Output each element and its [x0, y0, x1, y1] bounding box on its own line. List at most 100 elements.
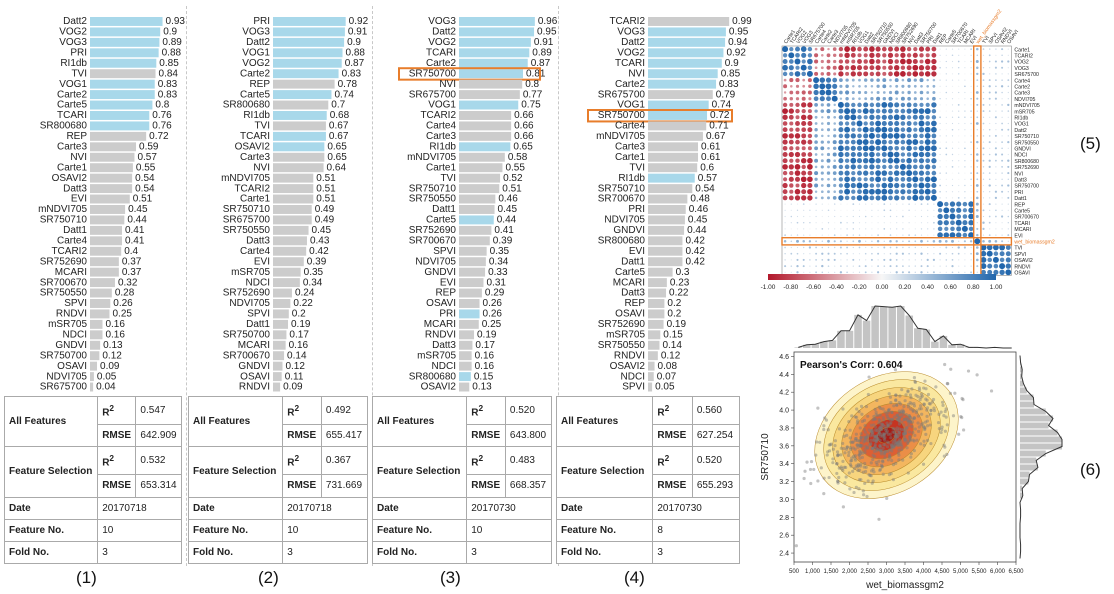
corr-cell [1001, 209, 1003, 211]
scatter-point [907, 419, 911, 423]
row-label: TCARI [1014, 221, 1030, 227]
bar-value: 0.12 [102, 350, 122, 361]
colorbar-tick: 0.60 [944, 284, 957, 291]
corr-cell [821, 116, 824, 119]
bar-label: Carte3 [615, 141, 645, 152]
bar-value: 0.9 [347, 37, 361, 48]
y-marginal-bar [1020, 373, 1022, 380]
corr-cell [870, 258, 873, 261]
bar-VOG1 [648, 100, 709, 110]
corr-cell [815, 271, 818, 274]
corr-cell [986, 244, 993, 251]
bar-label: PRI [253, 16, 270, 27]
scatter-point [857, 453, 861, 457]
corr-cell [814, 122, 818, 125]
corr-cell [945, 166, 947, 168]
corr-cell [939, 246, 941, 249]
bar-Datt2 [273, 37, 345, 47]
corr-cell [865, 203, 867, 205]
corr-cell [864, 215, 867, 218]
corr-cell [1007, 196, 1010, 199]
bar-value: 0.17 [475, 340, 495, 351]
corr-cell [790, 265, 793, 267]
row-label: SPVI [1014, 252, 1026, 258]
colorbar-tick: -1.00 [761, 284, 776, 291]
bar-REP [459, 288, 482, 298]
corr-cell [939, 141, 941, 143]
corr-cell [801, 108, 806, 114]
bar-panel-2: PRI 0.92 VOG3 0.91 Datt2 0.9 VOG1 0.88 VOG2 0.87 C… [188, 0, 374, 396]
corr-cell [865, 240, 867, 242]
scatter-point [886, 432, 890, 436]
bar-SR750700 [273, 330, 287, 340]
col-label: TVI [981, 35, 991, 45]
corr-cell [814, 128, 818, 132]
scatter-point [881, 460, 885, 464]
corr-cell [801, 139, 807, 145]
corr-cell [807, 157, 813, 164]
corr-cell [907, 84, 911, 88]
bar-VOG1 [273, 48, 343, 58]
bar-value: 0.67 [706, 131, 726, 142]
corr-cell [850, 151, 856, 158]
scatter-point [877, 459, 881, 463]
x-tick-label: 3,000 [879, 569, 895, 575]
scatter-point [897, 433, 901, 437]
corr-cell [882, 84, 887, 89]
scatter-point [869, 441, 873, 446]
corr-cell [883, 258, 886, 261]
corr-cell [813, 89, 819, 96]
corr-cell [875, 114, 881, 120]
all-features-label: All Features [371, 395, 468, 448]
date-value: 20170730 [652, 496, 740, 520]
scatter-point [859, 435, 863, 440]
corr-cell [875, 46, 881, 52]
corr-cell [820, 109, 825, 113]
corr-cell [982, 221, 985, 224]
scatter-point [924, 432, 928, 436]
corr-cell [819, 77, 826, 83]
scatter-point [882, 436, 886, 440]
scatter-point [889, 401, 893, 405]
corr-cell [912, 64, 919, 71]
corr-cell [906, 115, 912, 120]
col-label: REP [938, 33, 949, 46]
corr-cell [914, 240, 917, 243]
corr-cell [900, 195, 906, 201]
scatter-point [837, 466, 841, 470]
bar-RI1db [648, 173, 695, 183]
corr-cell [932, 258, 936, 262]
all-rmse-value: 627.254 [691, 424, 741, 448]
scatter-point [944, 407, 948, 411]
corr-cell [846, 259, 848, 261]
corr-cell [945, 129, 947, 131]
scatter-point [907, 423, 911, 428]
corr-cell [1001, 66, 1004, 69]
bar-label: PRI [70, 47, 87, 58]
scatter-point [912, 416, 917, 420]
corr-cell [893, 126, 900, 133]
corr-cell [939, 60, 941, 63]
corr-cell [932, 78, 936, 82]
scatter-point [920, 412, 924, 416]
corr-cell [932, 96, 936, 101]
scatter-point [915, 438, 919, 442]
scatter-point [845, 445, 849, 449]
corr-cell [857, 127, 862, 132]
rmse-label: RMSE [466, 474, 506, 498]
corr-cell [801, 182, 807, 189]
bar-label: RNDVI [56, 309, 87, 320]
scatter-point [883, 438, 887, 442]
corr-cell [933, 246, 935, 249]
scatter-point [871, 453, 875, 457]
corr-cell [877, 228, 879, 230]
corr-cell [988, 60, 991, 63]
scatter-point [872, 437, 876, 441]
scatter-point [925, 419, 929, 423]
corr-cell [914, 222, 916, 224]
scatter-point [901, 410, 906, 414]
scatter-point [878, 419, 882, 423]
corr-cell [882, 78, 887, 83]
